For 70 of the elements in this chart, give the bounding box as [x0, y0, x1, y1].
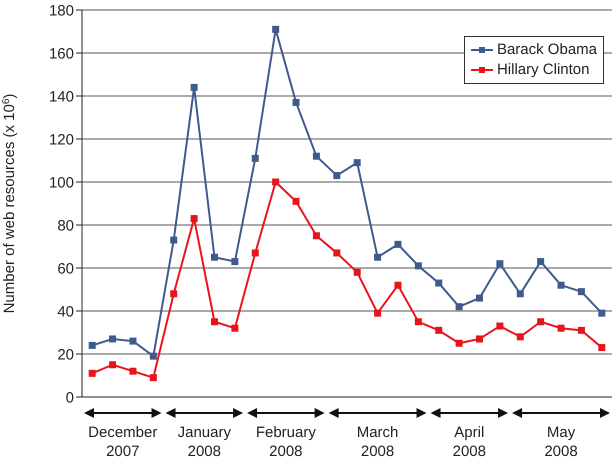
- point: [598, 344, 606, 352]
- point: [456, 340, 463, 347]
- point: [374, 310, 382, 317]
- text: April 2008: [452, 424, 486, 460]
- point: [578, 288, 585, 296]
- point: [312, 152, 320, 160]
- point: [435, 326, 442, 334]
- point: [170, 290, 178, 298]
- point: [211, 254, 218, 261]
- point: [190, 84, 198, 91]
- point: [578, 326, 585, 334]
- point: [109, 361, 116, 368]
- text: December 2007: [88, 424, 158, 460]
- y-tick-label: 140: [48, 88, 74, 106]
- point: [211, 318, 218, 326]
- point: [598, 310, 606, 317]
- y-tick-label: 100: [48, 174, 74, 192]
- point: [374, 254, 382, 261]
- point: [150, 374, 157, 382]
- point: [88, 370, 96, 377]
- text: March 2008: [356, 424, 398, 460]
- point: [292, 198, 300, 205]
- point: [333, 249, 340, 256]
- y-tick-label: 180: [48, 2, 74, 20]
- point: [190, 215, 198, 222]
- point: [558, 324, 565, 332]
- point: [476, 335, 483, 342]
- point: [129, 338, 136, 345]
- point: [109, 335, 116, 342]
- point: [414, 262, 422, 270]
- y-tick-label: 120: [48, 131, 74, 148]
- text: January 2008: [178, 424, 232, 460]
- point: [272, 178, 280, 186]
- point: [558, 282, 565, 289]
- legend-label: Barack Obama: [496, 40, 597, 60]
- point: [292, 98, 300, 106]
- point: [354, 268, 361, 276]
- point: [476, 294, 483, 302]
- y-tick-label: 80: [57, 217, 74, 234]
- text: May 2008: [544, 424, 578, 460]
- point: [354, 159, 361, 166]
- point: [252, 249, 259, 256]
- point: [516, 290, 524, 298]
- y-tick-label: 0: [66, 389, 74, 406]
- y-tick-label: 20: [57, 346, 74, 364]
- point: [231, 258, 238, 266]
- point: [456, 303, 463, 310]
- y-tick-label: 160: [48, 45, 74, 62]
- point: [129, 368, 136, 375]
- point: [496, 260, 504, 268]
- point: [394, 282, 402, 289]
- point: [537, 318, 544, 326]
- point: [231, 324, 238, 332]
- point: [150, 352, 157, 360]
- text: February 2008: [256, 424, 316, 460]
- point: [170, 236, 178, 244]
- point: [312, 232, 320, 240]
- point: [333, 172, 340, 180]
- point: [252, 154, 259, 162]
- legend-label: Hillary Clinton: [496, 60, 590, 80]
- point: [414, 318, 422, 326]
- point: [496, 322, 504, 330]
- point: [394, 240, 402, 248]
- point: [88, 342, 96, 349]
- y-tick-label: 40: [57, 303, 74, 320]
- point: [272, 26, 280, 33]
- y-tick-label: 60: [57, 260, 74, 278]
- point: [537, 258, 544, 266]
- point: [435, 280, 442, 287]
- point: [516, 333, 524, 340]
